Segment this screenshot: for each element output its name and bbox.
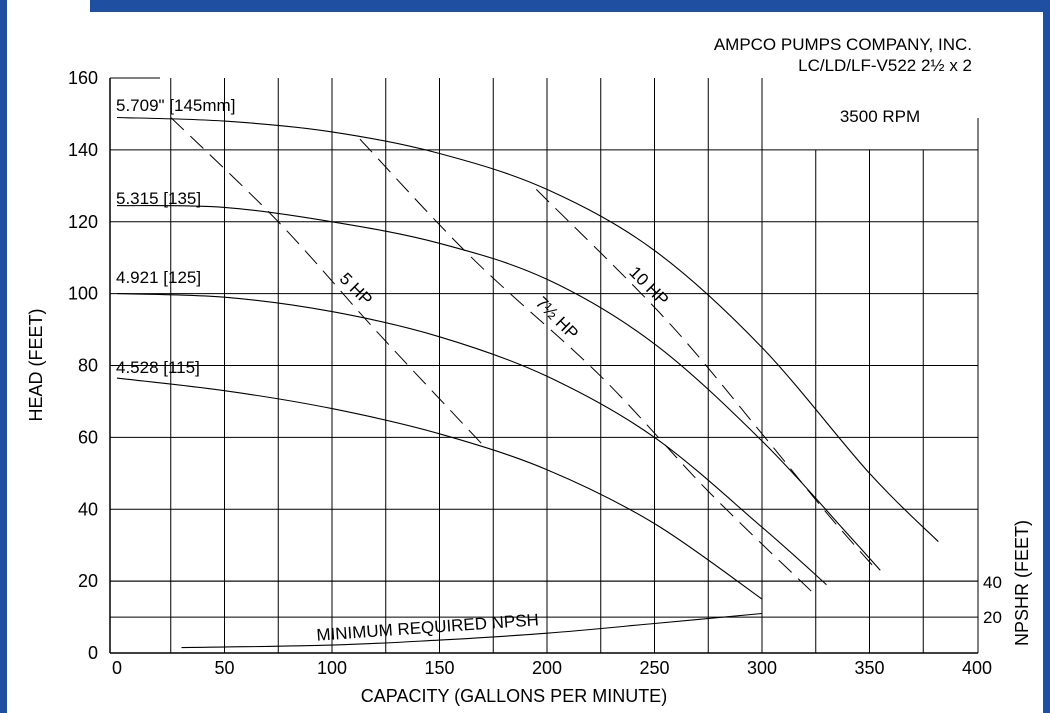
hp-curve-1	[359, 138, 817, 596]
x-tick-label: 50	[214, 658, 234, 678]
npsh-curve	[181, 612, 763, 649]
hp-curve-0	[170, 117, 483, 445]
x-axis-label: CAPACITY (GALLONS PER MINUTE)	[361, 686, 667, 706]
curve-group	[116, 116, 939, 649]
impeller-label-125: 4.921 [125]	[116, 268, 201, 287]
y-tick-label: 100	[68, 284, 98, 304]
impeller-label-135: 5.315 [135]	[116, 189, 201, 208]
impeller-label-115: 4.528 [115]	[116, 358, 200, 377]
tick-labels: 0 50 100 150 200 250 300 350 400 0 20 40 60 80 100 120 1…	[68, 68, 992, 678]
x-tick-label: 300	[747, 658, 777, 678]
x-tick-label: 250	[639, 658, 669, 678]
y-tick-label: 20	[78, 571, 98, 591]
y-tick-label: 80	[78, 356, 98, 376]
y-tick-label: 160	[68, 68, 98, 88]
y-tick-label: 140	[68, 140, 98, 160]
hp-label-5: 5 HP	[336, 269, 376, 309]
chart-subtitle: LC/LD/LF-V522 2½ x 2	[798, 56, 972, 75]
npshr-tick-40: 40	[983, 573, 1002, 592]
hp-label-10: 10 HP	[625, 263, 672, 310]
x-tick-label: 150	[424, 658, 454, 678]
x-tick-label: 0	[112, 658, 122, 678]
y-tick-label: 0	[88, 643, 98, 663]
x-tick-label: 400	[962, 658, 992, 678]
impeller-curve-2	[116, 293, 827, 586]
impeller-curve-0	[116, 116, 939, 542]
impeller-curve-3	[116, 377, 763, 600]
y2-axis-label: NPSHR (FEET)	[1012, 520, 1032, 646]
y-tick-label: 60	[78, 427, 98, 447]
grid-lines	[109, 77, 979, 654]
impeller-curve-1	[116, 205, 881, 571]
x-tick-label: 200	[532, 658, 562, 678]
npsh-label: MINIMUM REQUIRED NPSH	[316, 610, 540, 645]
y-tick-label: 120	[68, 212, 98, 232]
chart-title: AMPCO PUMPS COMPANY, INC.	[714, 35, 972, 54]
frame-top-bar	[90, 0, 1050, 12]
frame-right-bar	[1043, 0, 1050, 713]
x-tick-label: 350	[854, 658, 884, 678]
x-tick-label: 100	[317, 658, 347, 678]
frame-left-bar	[0, 0, 7, 713]
hp-curve-2	[535, 189, 875, 568]
rpm-annotation: 3500 RPM	[840, 107, 920, 126]
y-tick-label: 40	[78, 499, 98, 519]
npshr-tick-20: 20	[983, 608, 1002, 627]
impeller-label-145: 5.709" [145mm]	[116, 96, 235, 115]
y-axis-label: HEAD (FEET)	[26, 308, 46, 421]
